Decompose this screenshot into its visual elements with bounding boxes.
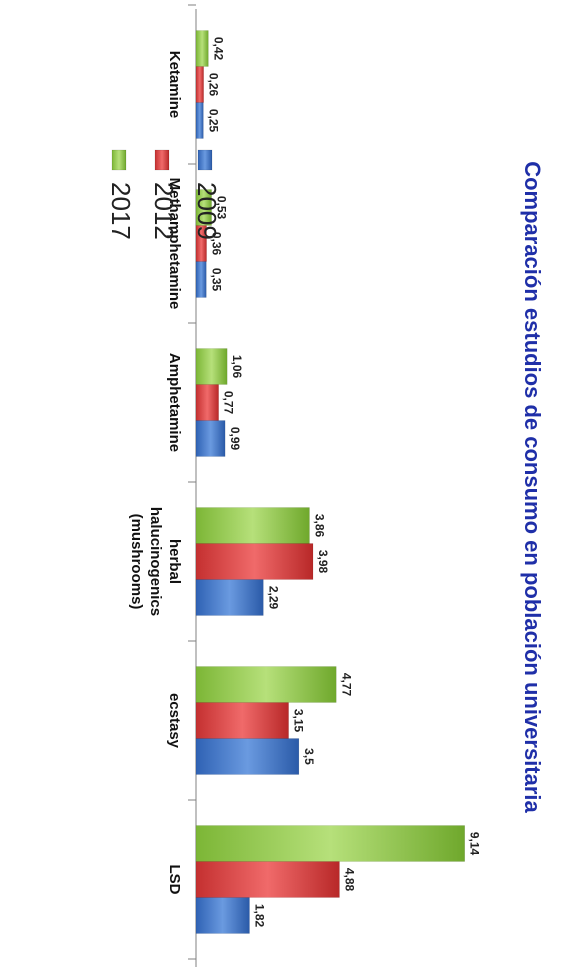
bar-2012-0 — [195, 861, 340, 898]
data-label: 3,86 — [312, 514, 326, 538]
bar-2012-3 — [195, 384, 219, 421]
category-label: Amphetamine — [166, 353, 183, 452]
data-label: 0,42 — [211, 37, 225, 61]
plot-area: 1,82 4,88 9,14 LSD 3,5 3,15 4,77 ecstasy 2,29 3,9… — [128, 4, 482, 967]
legend-swatch-2009 — [197, 149, 213, 171]
bar-2017-1 — [195, 666, 337, 703]
bar-2017-0 — [195, 825, 465, 862]
bar-2012-1 — [195, 702, 289, 739]
bar-2012-5 — [195, 66, 204, 103]
bar-2009-0 — [195, 897, 250, 934]
category-label: LSD — [166, 865, 183, 895]
data-label: 0,53 — [215, 196, 229, 220]
data-label: 0,26 — [207, 73, 221, 97]
bar-2017-5 — [195, 30, 209, 67]
category-label: (mushrooms) — [128, 514, 145, 610]
category-label: halucinogenics — [147, 507, 164, 616]
data-label: 0,99 — [228, 427, 242, 451]
category-label: herbal — [166, 539, 183, 584]
category-label: ecstasy — [166, 693, 183, 749]
data-label: 4,77 — [339, 673, 353, 697]
bar-2017-4 — [195, 189, 212, 226]
bar-2009-5 — [195, 102, 204, 139]
legend-label-2017: 2017 — [106, 182, 136, 240]
legend: 2009 2012 2017 — [106, 149, 222, 240]
data-label: 0,36 — [210, 232, 224, 256]
data-label: 3,98 — [316, 550, 330, 574]
legend-label-2012: 2012 — [149, 182, 179, 240]
category-label: Ketamine — [166, 51, 183, 119]
bar-2009-2 — [195, 579, 264, 616]
bar-2012-2 — [195, 543, 314, 580]
data-label: 3,5 — [302, 748, 316, 765]
data-label: 2,29 — [266, 586, 280, 610]
bar-2009-1 — [195, 738, 300, 775]
legend-swatch-2017 — [111, 149, 127, 171]
data-label: 3,15 — [292, 709, 306, 733]
data-label: 1,82 — [253, 904, 267, 928]
legend-label-2009: 2009 — [192, 182, 222, 240]
data-label: 0,25 — [206, 109, 220, 133]
data-label: 9,14 — [468, 832, 482, 856]
chart-title: Comparación estudios de consumo en pobla… — [520, 161, 545, 813]
category-label: Methamphetamine — [166, 178, 183, 310]
data-label: 4,88 — [342, 868, 356, 892]
data-label: 0,35 — [209, 268, 223, 292]
data-label: 1,06 — [230, 355, 244, 379]
legend-swatch-2012 — [154, 149, 170, 171]
bar-2017-2 — [195, 507, 310, 544]
data-label: 0,77 — [222, 391, 236, 415]
bar-2009-3 — [195, 420, 226, 457]
bar-2017-3 — [195, 348, 228, 385]
bar-2009-4 — [195, 261, 207, 298]
